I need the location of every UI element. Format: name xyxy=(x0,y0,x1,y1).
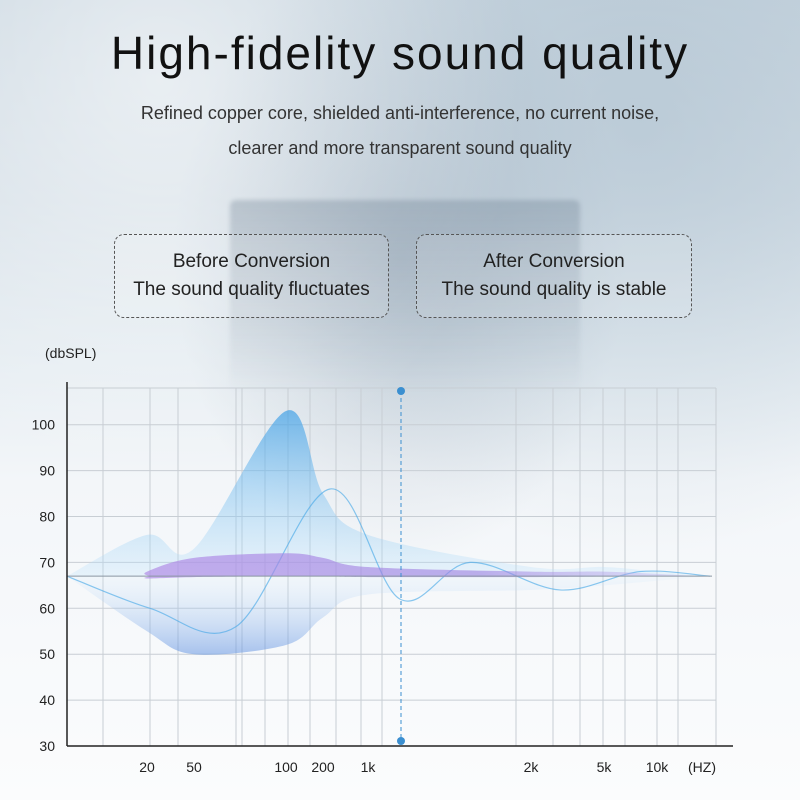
before-conversion-card: Before Conversion The sound quality fluc… xyxy=(114,234,389,318)
y-axis-label: (dbSPL) xyxy=(45,345,96,361)
x-tick-label: 2k xyxy=(524,759,540,775)
x-axis-label: (HZ) xyxy=(688,759,716,775)
after-conversion-card: After Conversion The sound quality is st… xyxy=(416,234,692,318)
subtitle-line-1: Refined copper core, shielded anti-inter… xyxy=(140,103,660,123)
before-desc: The sound quality fluctuates xyxy=(133,279,370,300)
y-tick-label: 30 xyxy=(39,738,55,754)
y-tick-label: 50 xyxy=(39,646,55,662)
marker-dot-top xyxy=(397,387,405,395)
after-desc: The sound quality is stable xyxy=(441,279,667,300)
x-tick-label: 10k xyxy=(646,759,670,775)
x-tick-label: 1k xyxy=(361,759,377,775)
x-tick-label: 50 xyxy=(186,759,202,775)
subtitle-line-2: clearer and more transparent sound quali… xyxy=(228,138,572,158)
y-tick-label: 60 xyxy=(39,600,55,616)
page-title: High-fidelity sound quality xyxy=(110,27,690,79)
y-tick-label: 100 xyxy=(32,417,56,433)
y-tick-label: 90 xyxy=(39,463,55,479)
marker-dot-bottom xyxy=(397,737,405,745)
before-title: Before Conversion xyxy=(172,251,331,272)
x-tick-label: 200 xyxy=(311,759,335,775)
after-wave xyxy=(144,553,701,579)
x-tick-label: 20 xyxy=(139,759,155,775)
y-tick-label: 80 xyxy=(39,509,55,525)
before-wave-lower xyxy=(67,576,710,655)
x-tick-label: 5k xyxy=(597,759,613,775)
background-console xyxy=(230,200,580,390)
x-tick-label: 100 xyxy=(274,759,298,775)
before-wave-upper xyxy=(67,410,710,577)
y-tick-label: 40 xyxy=(39,692,55,708)
before-wave-outline xyxy=(66,488,711,634)
after-title: After Conversion xyxy=(483,251,625,272)
y-tick-label: 70 xyxy=(39,554,55,570)
